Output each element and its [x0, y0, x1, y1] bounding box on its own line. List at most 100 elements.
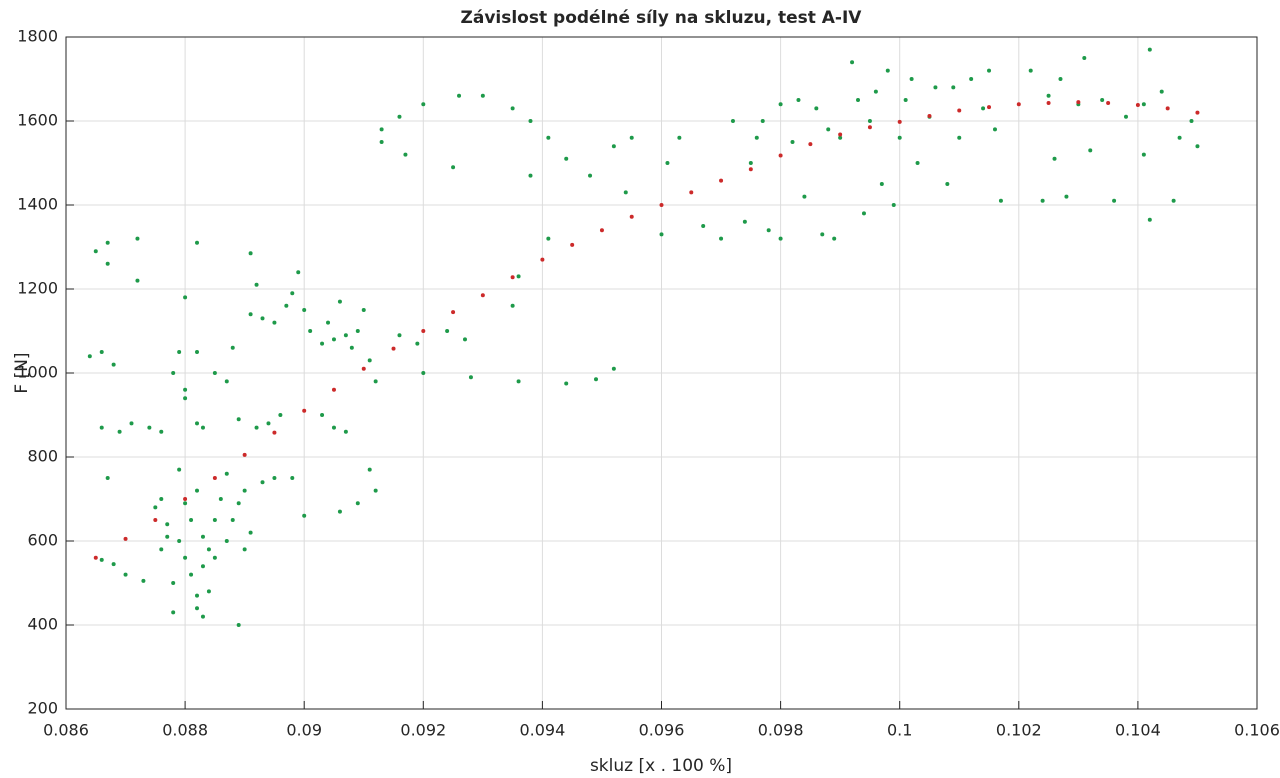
point: [99, 350, 104, 354]
point: [1141, 152, 1146, 157]
point: [373, 488, 378, 493]
point: [248, 251, 253, 256]
point: [421, 329, 426, 333]
point: [195, 240, 200, 245]
point: [105, 476, 110, 480]
point: [183, 387, 188, 392]
point: [117, 429, 122, 434]
point: [766, 228, 771, 233]
point: [195, 421, 200, 426]
point: [159, 429, 164, 434]
x-tick-label: 0.104: [1115, 721, 1161, 740]
point: [451, 310, 456, 315]
point: [540, 257, 545, 262]
point: [361, 366, 366, 371]
point: [212, 555, 217, 560]
point: [415, 341, 420, 346]
point: [903, 98, 908, 102]
point: [546, 236, 551, 241]
point: [1195, 110, 1200, 115]
y-tick-label: 200: [27, 699, 58, 718]
point: [451, 165, 456, 170]
point: [302, 408, 307, 413]
point: [1058, 77, 1063, 81]
point: [879, 182, 884, 186]
point: [230, 518, 235, 522]
point: [629, 135, 634, 140]
point: [814, 106, 819, 111]
point: [224, 539, 229, 543]
point: [177, 539, 182, 543]
point: [260, 316, 265, 321]
point: [1147, 47, 1152, 52]
point: [153, 505, 158, 510]
point: [129, 421, 134, 426]
point: [212, 371, 217, 375]
point: [183, 497, 188, 501]
point: [564, 156, 569, 161]
point: [951, 85, 956, 90]
point: [778, 153, 783, 158]
point: [195, 593, 200, 598]
point: [933, 85, 938, 90]
point: [153, 518, 158, 522]
point: [397, 114, 402, 119]
point: [701, 224, 706, 228]
point: [1046, 93, 1051, 98]
point: [730, 119, 735, 123]
point: [337, 299, 342, 304]
point: [1165, 106, 1170, 111]
point: [195, 488, 200, 493]
point: [462, 337, 467, 342]
point: [361, 308, 366, 312]
point: [355, 501, 360, 506]
point: [171, 371, 176, 375]
point: [1100, 98, 1105, 102]
point: [742, 219, 747, 224]
point: [1112, 198, 1117, 203]
point: [927, 113, 932, 118]
point: [909, 77, 914, 81]
chart-title: Závislost podélné síly na skluzu, test A…: [461, 8, 863, 28]
point: [195, 350, 200, 354]
point: [748, 167, 753, 172]
point: [212, 518, 217, 522]
point: [195, 606, 200, 611]
point: [230, 345, 235, 350]
point: [778, 236, 783, 241]
point: [367, 358, 372, 363]
point: [897, 135, 902, 140]
point: [278, 413, 283, 417]
point: [189, 572, 194, 577]
point: [445, 329, 450, 333]
point: [969, 77, 974, 81]
point: [296, 270, 301, 275]
point: [147, 425, 152, 430]
y-axis-label: F [N]: [12, 352, 32, 393]
point: [987, 105, 992, 110]
point: [254, 282, 259, 287]
point: [665, 161, 670, 165]
point: [111, 562, 116, 567]
point: [421, 102, 426, 107]
point: [379, 140, 384, 144]
point: [1147, 217, 1152, 222]
y-tick-label: 1200: [17, 279, 58, 298]
point: [206, 589, 211, 594]
point: [808, 142, 813, 147]
point: [272, 476, 277, 480]
point: [248, 312, 253, 317]
point: [236, 501, 241, 506]
x-tick-label: 0.094: [519, 721, 565, 740]
point: [1195, 144, 1200, 149]
point: [689, 190, 694, 195]
point: [135, 236, 140, 241]
point: [159, 497, 164, 501]
point: [367, 467, 372, 472]
point: [1088, 148, 1093, 153]
point: [480, 93, 485, 98]
point: [987, 68, 992, 73]
point: [200, 425, 205, 430]
point: [200, 614, 205, 619]
